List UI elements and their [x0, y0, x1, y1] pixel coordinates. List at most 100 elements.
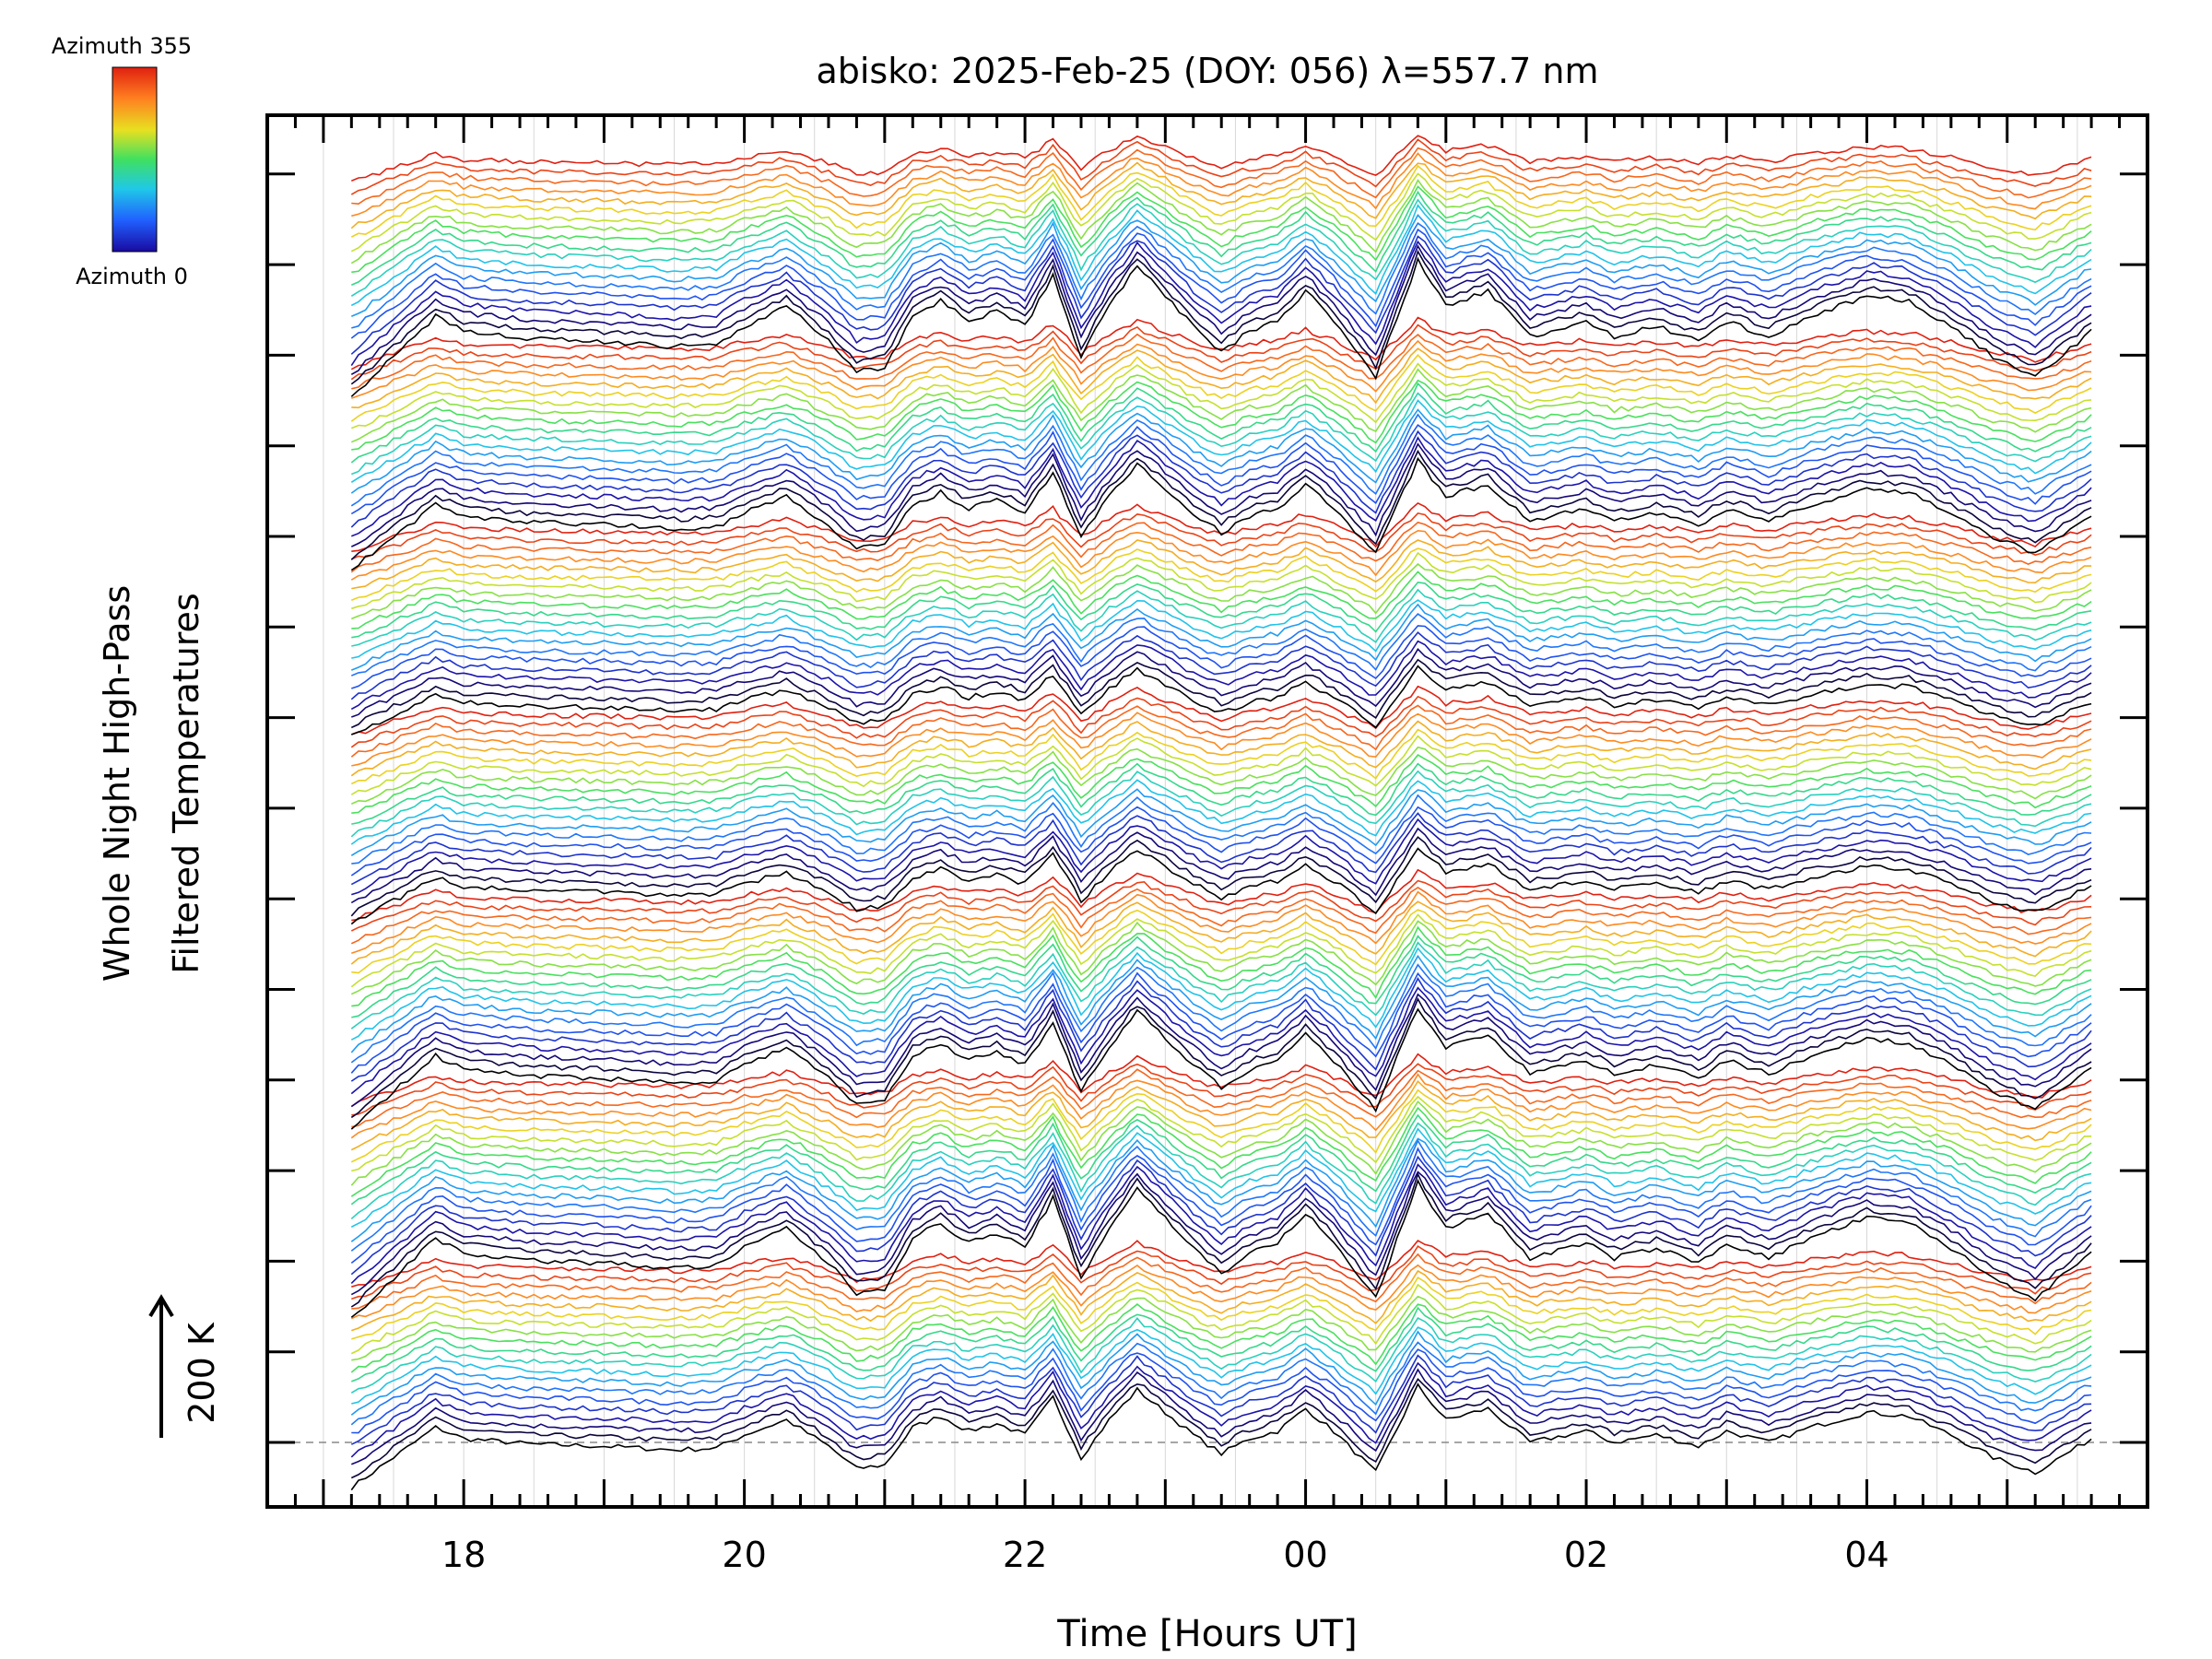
- temperature-trace: [350, 521, 2092, 573]
- temperature-trace: [351, 222, 2092, 329]
- plot-frame: [265, 113, 2149, 1509]
- temperature-trace: [351, 935, 2092, 1018]
- temperature-trace: [350, 827, 2092, 904]
- x-tick-label: 18: [441, 1535, 486, 1575]
- temperature-trace: [351, 152, 2092, 218]
- temperature-trace: [350, 770, 2092, 838]
- temperature-trace: [350, 1113, 2092, 1206]
- temperature-trace: [351, 1253, 2092, 1310]
- temperature-trace: [350, 1137, 2092, 1242]
- temperature-trace: [350, 1053, 2092, 1108]
- temperature-traces: [350, 135, 2092, 1491]
- temperature-trace: [350, 986, 2092, 1095]
- temperature-trace: [350, 449, 2092, 560]
- temperature-trace: [350, 161, 2092, 229]
- temperature-trace: [350, 382, 2092, 464]
- temperature-trace: [351, 890, 2092, 954]
- temperature-trace: [351, 925, 2092, 1007]
- temperature-trace: [350, 529, 2092, 581]
- temperature-trace: [350, 997, 2092, 1119]
- temperature-trace: [351, 1295, 2092, 1361]
- temperature-trace: [350, 913, 2092, 988]
- temperature-trace: [351, 1244, 2092, 1300]
- temperature-trace: [350, 1354, 2092, 1445]
- temperature-trace: [350, 1171, 2092, 1296]
- scale-bar: 200 K: [148, 1294, 222, 1438]
- y-ticks: [267, 172, 2147, 1444]
- x-axis-label: Time [Hours UT]: [1056, 1613, 1357, 1655]
- temperature-trace: [351, 562, 2092, 620]
- y-axis-label-line1: Whole Night High-Pass: [97, 585, 137, 982]
- temperature-trace: [350, 1079, 2092, 1151]
- temperature-trace: [350, 704, 2092, 758]
- temperature-trace: [351, 1348, 2092, 1434]
- temperature-trace: [351, 1306, 2092, 1382]
- temperature-trace: [351, 347, 2092, 409]
- temperature-trace: [351, 539, 2092, 590]
- temperature-trace: [351, 379, 2092, 451]
- x-ticks: [293, 115, 2122, 1507]
- y-axis-label-line2: Filtered Temperatures: [166, 593, 206, 973]
- temperature-trace: [350, 993, 2092, 1108]
- temperature-trace: [350, 963, 2092, 1064]
- temperature-trace: [351, 1269, 2092, 1332]
- temperature-trace: [350, 977, 2092, 1082]
- temperature-trace: [350, 788, 2092, 856]
- temperature-trace: [351, 762, 2092, 825]
- temperature-trace: [350, 812, 2092, 886]
- temperature-trace: [351, 147, 2092, 206]
- temperature-trace: [350, 746, 2092, 806]
- temperature-trace: [350, 1382, 2092, 1491]
- temperature-trace: [350, 235, 2092, 355]
- temperature-trace: [350, 138, 2092, 195]
- x-tick-label: 22: [1003, 1535, 1047, 1575]
- temperature-trace: [350, 847, 2092, 925]
- temperature-trace: [350, 954, 2092, 1053]
- temperature-trace: [350, 1073, 2092, 1139]
- temperature-trace: [351, 1326, 2092, 1405]
- temperature-trace: [350, 1330, 2092, 1416]
- temperature-trace: [351, 588, 2092, 647]
- temperature-trace: [350, 164, 2092, 238]
- temperature-trace: [351, 1276, 2092, 1340]
- temperature-trace: [350, 204, 2092, 307]
- temperature-trace: [351, 581, 2092, 639]
- temperature-trace: [351, 551, 2092, 610]
- temperature-trace: [350, 249, 2092, 385]
- temperature-trace: [350, 324, 2092, 381]
- x-tick-label: 02: [1564, 1535, 1608, 1575]
- temperature-trace: [350, 512, 2092, 560]
- temperature-trace: [351, 436, 2092, 537]
- temperature-trace: [350, 1302, 2092, 1373]
- temperature-trace: [350, 1264, 2092, 1320]
- temperature-trace: [350, 408, 2092, 494]
- temperature-trace: [350, 971, 2092, 1074]
- colorbar-top-label: Azimuth 355: [52, 33, 192, 59]
- temperature-trace: [350, 1088, 2092, 1163]
- temperature-trace: [351, 868, 2092, 922]
- temperature-trace: [351, 547, 2092, 601]
- temperature-trace: [351, 185, 2092, 274]
- temperature-trace: [350, 1100, 2092, 1186]
- temperature-trace: [351, 647, 2092, 718]
- temperature-trace: [350, 886, 2092, 945]
- temperature-trace: [350, 1127, 2092, 1229]
- temperature-trace: [351, 1368, 2092, 1465]
- temperature-trace: [350, 413, 2092, 507]
- x-tick-labels: 18 20 22 00 02 04: [441, 1535, 1889, 1575]
- temperature-trace: [351, 603, 2092, 671]
- temperature-trace: [350, 399, 2092, 483]
- temperature-trace: [350, 135, 2092, 182]
- temperature-trace: [351, 333, 2092, 390]
- temperature-trace: [350, 920, 2092, 995]
- temperature-trace: [350, 879, 2092, 932]
- temperature-trace: [351, 1095, 2092, 1172]
- temperature-trace: [351, 754, 2092, 814]
- temperature-trace: [350, 244, 2092, 375]
- temperature-trace: [350, 720, 2092, 777]
- temperature-trace: [350, 198, 2092, 297]
- temperature-trace: [350, 658, 2092, 729]
- temperature-trace: [350, 423, 2092, 515]
- temperature-trace: [350, 1341, 2092, 1426]
- temperature-trace: [351, 599, 2092, 659]
